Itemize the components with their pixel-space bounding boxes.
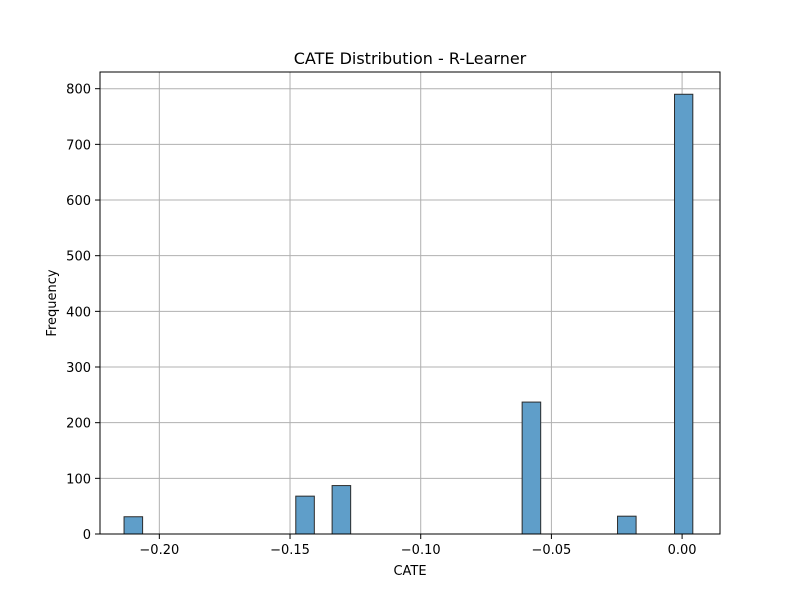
histogram-bar [123,516,144,535]
y-tick-label: 700 [66,138,91,153]
y-tick-label: 800 [66,83,91,98]
y-tick-label: 200 [66,417,91,432]
x-tick-label: 0.00 [668,543,697,558]
plot-frame [99,71,721,535]
histogram-bar [295,495,315,535]
y-tick-label: 600 [66,194,91,209]
histogram-bar [331,485,352,535]
histogram-bar [521,401,542,535]
bars [123,93,694,535]
y-axis-label: Frequency [45,269,60,336]
y-tick-label: 400 [66,305,91,320]
chart-title: CATE Distribution - R-Learner [294,49,527,68]
y-tick-label: 0 [83,528,91,543]
grid [100,72,720,535]
x-tick-label: −0.20 [139,543,179,558]
x-axis-label: CATE [393,564,426,579]
y-tick-label: 300 [66,361,91,376]
x-tick-label: −0.15 [270,543,310,558]
x-tick-label: −0.05 [531,543,571,558]
axis-ticks: −0.20 −0.15 −0.10 −0.05 0.00 0 100 200 300 400 500… [66,83,696,558]
x-tick-label: −0.10 [401,543,441,558]
histogram-bar [617,515,637,535]
histogram-bar [674,93,694,535]
y-tick-label: 100 [66,472,91,487]
y-tick-label: 500 [66,250,91,265]
